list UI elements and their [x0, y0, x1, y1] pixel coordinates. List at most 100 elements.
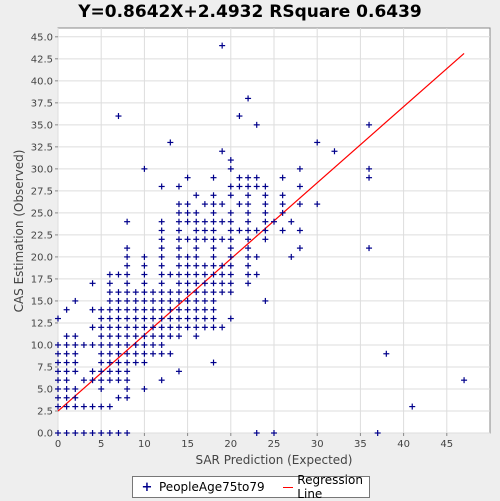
data-point — [210, 218, 217, 225]
data-point — [72, 333, 79, 340]
plus-marker-icon: + — [141, 479, 153, 495]
data-point — [227, 192, 234, 199]
data-point — [219, 262, 226, 269]
data-point — [115, 113, 122, 120]
y-axis-ticks: 0.0 2.5 5.0 7.5 10.0 12.5 15.0 17.5 20.0 22.5 25.0… — [31, 32, 58, 440]
y-tick-label: 32.5 — [31, 142, 53, 153]
data-point — [167, 297, 174, 304]
data-point — [210, 209, 217, 216]
data-point — [253, 121, 260, 128]
regression-line — [57, 52, 465, 412]
data-point — [296, 227, 303, 234]
data-point — [72, 394, 79, 401]
data-point — [210, 315, 217, 322]
data-point — [236, 227, 243, 234]
data-point — [124, 280, 131, 287]
data-point — [227, 218, 234, 225]
data-point — [219, 324, 226, 331]
data-point — [227, 245, 234, 252]
data-point — [150, 297, 157, 304]
data-point — [106, 430, 113, 436]
data-point — [201, 262, 208, 269]
data-point — [55, 350, 61, 357]
data-point — [124, 262, 131, 269]
data-point — [227, 289, 234, 296]
data-point — [201, 271, 208, 278]
data-point — [115, 306, 122, 313]
data-point — [55, 368, 61, 375]
data-point — [383, 350, 390, 357]
data-point — [193, 289, 200, 296]
y-tick-label: 40.0 — [31, 76, 53, 87]
data-point — [72, 359, 79, 366]
data-point — [245, 227, 252, 234]
data-point — [314, 201, 321, 208]
data-point — [80, 377, 87, 384]
data-point — [245, 95, 252, 102]
data-point — [141, 271, 148, 278]
data-point — [63, 350, 70, 357]
data-point — [210, 227, 217, 234]
data-point — [175, 280, 182, 287]
data-point — [184, 306, 191, 313]
data-point — [245, 174, 252, 181]
data-point — [175, 201, 182, 208]
data-point — [106, 315, 113, 322]
data-point — [201, 227, 208, 234]
data-point — [167, 139, 174, 146]
data-point — [98, 430, 105, 436]
data-point — [236, 174, 243, 181]
data-point — [175, 297, 182, 304]
data-point — [193, 280, 200, 287]
data-point — [141, 341, 148, 348]
data-point — [124, 245, 131, 252]
data-point — [141, 324, 148, 331]
data-point — [115, 368, 122, 375]
data-point — [193, 253, 200, 260]
data-point — [106, 341, 113, 348]
data-point — [150, 333, 157, 340]
data-point — [245, 218, 252, 225]
data-point — [141, 333, 148, 340]
data-point — [89, 403, 96, 410]
data-point — [219, 201, 226, 208]
data-point — [210, 253, 217, 260]
data-point — [374, 430, 381, 436]
data-point — [175, 209, 182, 216]
data-point — [106, 289, 113, 296]
data-point — [72, 403, 79, 410]
data-point — [245, 245, 252, 252]
data-point — [314, 139, 321, 146]
data-point — [124, 394, 131, 401]
data-point — [55, 359, 61, 366]
data-point — [141, 253, 148, 260]
data-point — [167, 333, 174, 340]
data-point — [219, 271, 226, 278]
data-point — [98, 306, 105, 313]
x-tick-label: 35 — [354, 439, 367, 450]
data-point — [106, 271, 113, 278]
data-point — [98, 403, 105, 410]
data-point — [262, 192, 269, 199]
data-point — [158, 341, 165, 348]
data-point — [106, 377, 113, 384]
legend-item-points: + PeopleAge75to79 — [141, 480, 265, 495]
data-point — [201, 201, 208, 208]
data-point — [210, 289, 217, 296]
data-point — [55, 394, 61, 401]
data-point — [124, 368, 131, 375]
data-point — [72, 297, 79, 304]
data-point — [245, 262, 252, 269]
data-point — [461, 377, 468, 384]
data-point — [253, 174, 260, 181]
data-point — [89, 280, 96, 287]
data-point — [158, 333, 165, 340]
data-point — [245, 201, 252, 208]
data-point — [89, 324, 96, 331]
data-point — [63, 394, 70, 401]
data-point — [141, 280, 148, 287]
data-point — [124, 306, 131, 313]
data-point — [115, 289, 122, 296]
data-point — [201, 280, 208, 287]
y-tick-label: 37.5 — [31, 98, 53, 109]
